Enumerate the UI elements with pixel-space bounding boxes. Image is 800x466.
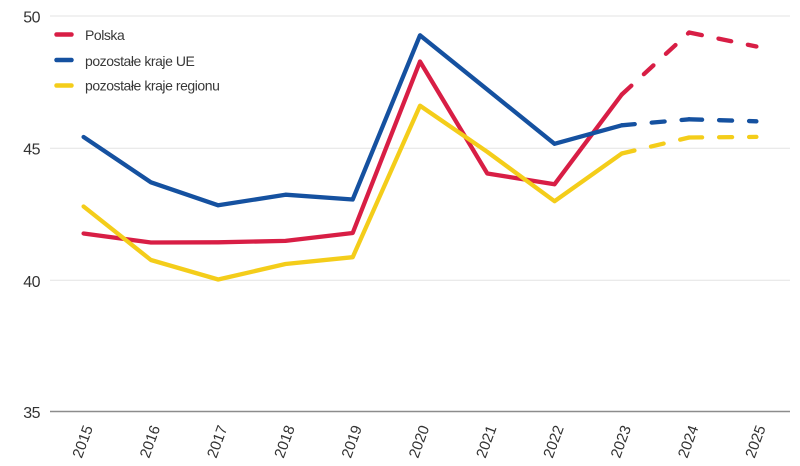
svg-text:50: 50: [23, 10, 40, 27]
svg-text:40: 40: [23, 274, 40, 291]
svg-text:pozostałe kraje UE: pozostałe kraje UE: [85, 53, 195, 69]
svg-text:Polska: Polska: [85, 27, 125, 43]
svg-text:pozostałe kraje regionu: pozostałe kraje regionu: [85, 77, 219, 93]
svg-text:2023: 2023: [608, 423, 635, 460]
svg-text:2024: 2024: [675, 423, 702, 460]
svg-text:35: 35: [23, 405, 40, 422]
svg-text:2022: 2022: [540, 423, 567, 460]
svg-text:2025: 2025: [742, 423, 769, 460]
svg-text:45: 45: [23, 142, 40, 159]
svg-text:2015: 2015: [69, 423, 96, 460]
svg-text:2016: 2016: [137, 423, 164, 460]
svg-text:2017: 2017: [204, 423, 231, 460]
svg-text:2021: 2021: [473, 423, 500, 460]
svg-text:2018: 2018: [271, 423, 298, 460]
svg-text:2019: 2019: [339, 423, 366, 460]
svg-text:2020: 2020: [406, 423, 433, 460]
